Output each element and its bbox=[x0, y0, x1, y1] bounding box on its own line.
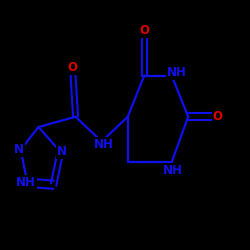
Text: NH: NH bbox=[16, 176, 36, 189]
Text: NH: NH bbox=[163, 164, 183, 177]
Text: O: O bbox=[213, 110, 223, 123]
Text: O: O bbox=[139, 24, 149, 37]
Text: NH: NH bbox=[94, 138, 114, 151]
Text: NH: NH bbox=[167, 66, 187, 79]
Text: N: N bbox=[57, 145, 67, 158]
Text: N: N bbox=[14, 143, 24, 156]
Text: O: O bbox=[68, 61, 78, 74]
